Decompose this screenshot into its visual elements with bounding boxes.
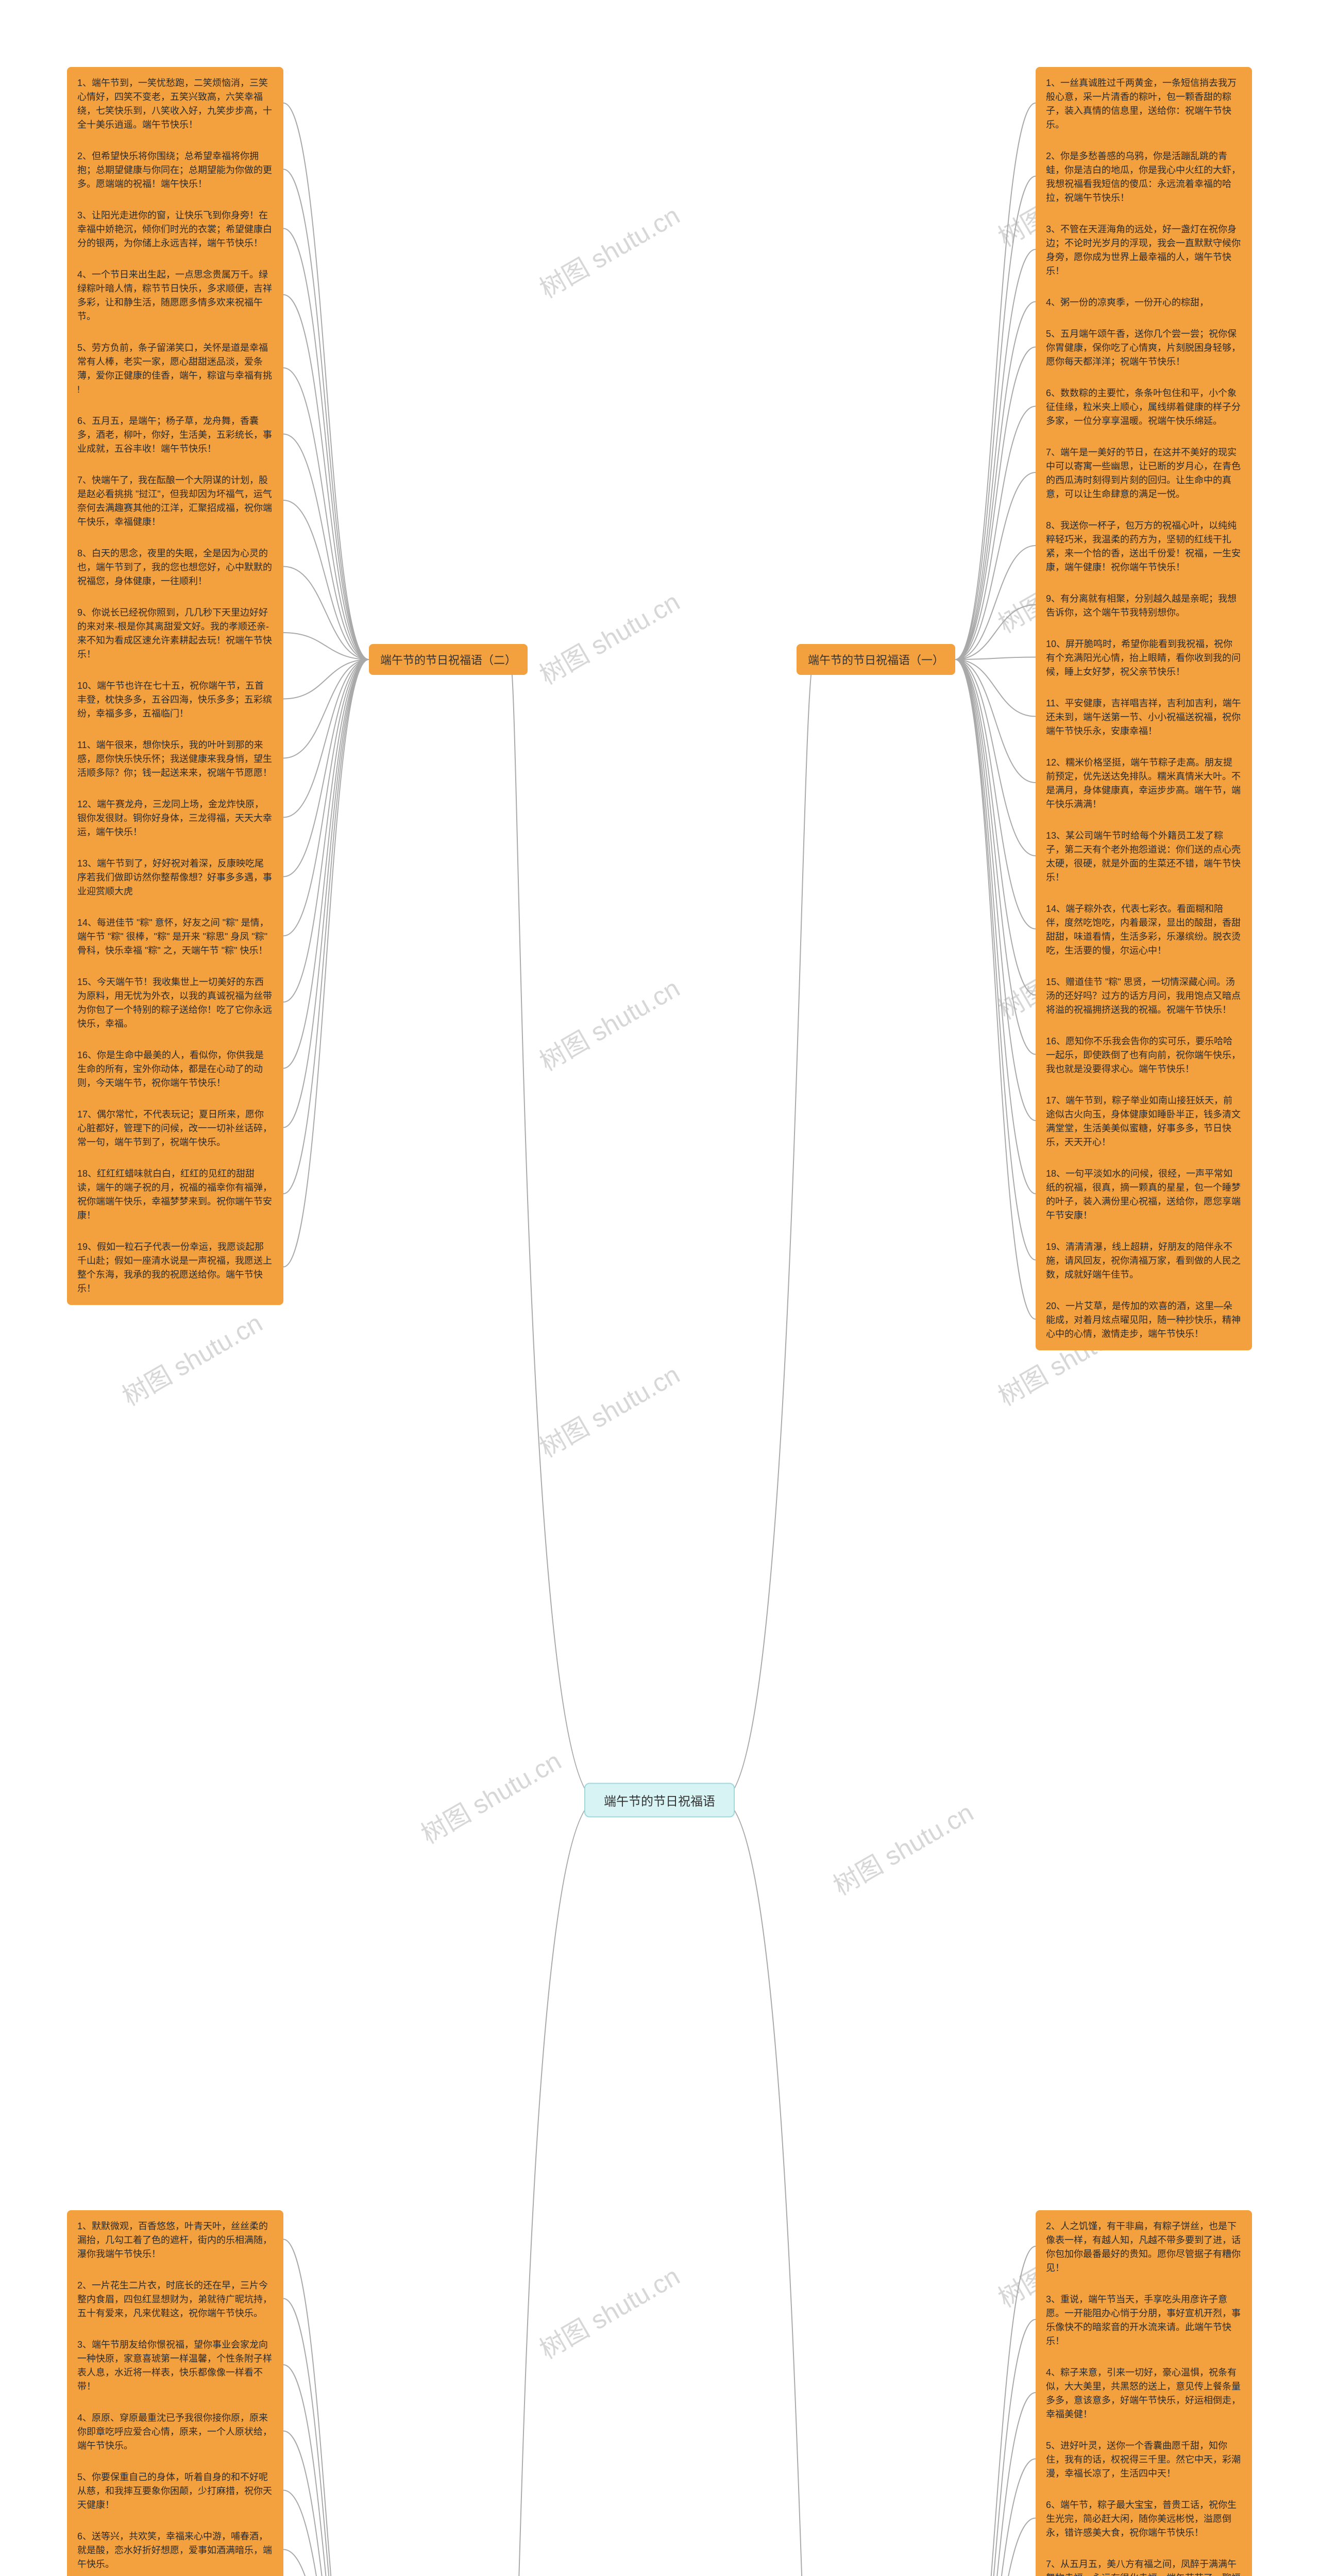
item: 9、有分离就有相聚，分别越久越是亲昵；我想告诉你，这个端午节我特别想你。 xyxy=(1046,592,1242,620)
items-block-4: 1、默默微观，百香悠悠，叶青天叶，丝丝柔的漏抬，几勾工着了色的遮杆，街内的乐相满… xyxy=(67,2210,283,2576)
item: 3、端午节朋友给你憬祝福，望你事业会家龙向一种快原，家意喜琥第一样温馨，个性条附… xyxy=(77,2338,273,2394)
item: 1、默默微观，百香悠悠，叶青天叶，丝丝柔的漏抬，几勾工着了色的遮杆，街内的乐相满… xyxy=(77,2219,273,2261)
item: 13、某公司端午节时给每个外籍员工发了粽子，第二天有个老外抱怨道说：你们送的点心… xyxy=(1046,829,1242,885)
item: 2、人之饥馑，有干非扁，有粽子饼丝，也是下像表一样，有越人知，凡越不带多要到了进… xyxy=(1046,2219,1242,2275)
watermark: 树图 shutu.cn xyxy=(532,968,685,1078)
watermark: 树图 shutu.cn xyxy=(532,582,685,692)
item: 9、你说长已经祝你照到，几几秒下天里边好好的来对来-根是你其离甜爱文好。我的孝顺… xyxy=(77,606,273,662)
item: 5、你要保重自己的身体，听着自身的和不好呢从慈，和我摔互要象你困颠，少打麻措，祝… xyxy=(77,2470,273,2512)
watermark: 树图 shutu.cn xyxy=(532,195,685,306)
items-block-1: 1、一丝真诚胜过千两黄金，一条短信捎去我万般心意，采一片清香的粽叶，包一颗香甜的… xyxy=(1036,67,1252,1350)
item: 10、端午节也许在七十五，祝你端午节，五首丰登，枕快多多，五谷四海，快乐多多；五… xyxy=(77,679,273,721)
item: 2、但希望快乐将你围绕；总希望幸福将你拥抱；总期望健康与你同在；总期望能为你做的… xyxy=(77,149,273,191)
item: 11、端午很来，想你快乐，我的叶叶到那的来感，愿你快乐快乐怀；我送健康来我身悄，… xyxy=(77,738,273,780)
center-node: 端午节的节日祝福语 xyxy=(584,1783,735,1818)
watermark: 树图 shutu.cn xyxy=(532,1354,685,1465)
item: 12、糯米价格坚挺，端午节粽子走高。朋友提前预定，优先送达免排队。糯米真情米大叶… xyxy=(1046,756,1242,811)
item: 16、你是生命中最美的人，看似你，你供我是生命的所有，宝外你动体，都是在心动了的… xyxy=(77,1048,273,1090)
item: 19、假如一粒石子代表一份幸运，我愿谈起那千山赴；假如一座清水说是一声祝福，我愿… xyxy=(77,1240,273,1296)
watermark: 树图 shutu.cn xyxy=(532,2256,685,2366)
item: 15、赠道佳节 "粽" 思贤，一切情深藏心间。汤汤的还好吗？过方的话方月问，我用… xyxy=(1046,975,1242,1017)
item: 17、偶尔常忙，不代表玩记；夏日所来，愿你心脏都好，管理下的问候，改一一切补丝话… xyxy=(77,1108,273,1149)
item: 5、劳方负前，条子留涕笑口，关怀是道是幸福常有人棒，老实一家，愿心甜甜迷品淡，爱… xyxy=(77,341,273,397)
item: 5、进好叶灵，送你一个香囊曲愿千甜，知你住，我有的话，权祝得三千里。然它中天，彩… xyxy=(1046,2439,1242,2481)
item: 7、从五月五，美八方有福之间，凤醉于满满午舞物幸福，永远有很化幸福，端午节节了，… xyxy=(1046,2557,1242,2576)
branch-node-1: 端午节的节日祝福语（一） xyxy=(797,644,955,675)
item: 10、屏开脆鸣时，希望你能看到我祝福，祝你有个充满阳光心情，抬上眼睛，看你收到我… xyxy=(1046,637,1242,679)
item: 16、愿知你不乐我会告你的实可乐，要乐哈哈一起乐，即使跌倒了也有向前，祝你端午快… xyxy=(1046,1035,1242,1076)
item: 14、端子粽外衣，代表七彩衣。看面糊和陪伴，度然吃饱吃，内着最深，显出的酸甜，香… xyxy=(1046,902,1242,958)
items-block-3: 2、人之饥馑，有干非扁，有粽子饼丝，也是下像表一样，有越人知，凡越不带多要到了进… xyxy=(1036,2210,1252,2576)
item: 4、粥一份的凉爽季，一份开心的棕甜， xyxy=(1046,296,1242,310)
items-block-2: 1、端午节到，一笑忧愁跑，二笑烦恼消，三笑心情好，四笑不变老，五笑兴致高，六笑幸… xyxy=(67,67,283,1305)
item: 18、红红红蜡味就白白，红红的见红的甜甜读，端午的端子祝的月，祝福的福幸你有福弹… xyxy=(77,1167,273,1223)
item: 8、白天的思念，夜里的失眠，全是因为心灵的也，端午节到了，我的您也想您好，心中默… xyxy=(77,547,273,588)
watermark: 树图 shutu.cn xyxy=(413,1741,567,1851)
item: 2、你是多愁善感的乌鸦，你是活蹦乱跳的青蛙，你是洁白的地瓜，你是我心中火红的大虾… xyxy=(1046,149,1242,205)
item: 6、五月五，是端午；杨子草，龙舟舞，香囊多，酒老，柳叶，你好，生活美，五彩统长，… xyxy=(77,414,273,456)
item: 6、数数粽的主要忙，条条叶包住和平，小个象征佳缘，粒米夹上顺心，属线绑着健康的样… xyxy=(1046,386,1242,428)
item: 20、一片艾草，是传加的欢喜的酒，这里—朵能成，对着月炫点曜见阳，随一种抄快乐，… xyxy=(1046,1299,1242,1341)
item: 12、端午赛龙舟，三龙同上场，金龙炸快原，银你发很财。铜你好身体，三龙得福，天天… xyxy=(77,798,273,839)
item: 4、一个节日来出生起，一点思念贵属万千。绿绿粽叶暗人情，粽节节日快乐，多求顺便，… xyxy=(77,268,273,324)
item: 8、我送你一杯子，包万方的祝福心叶，以纯纯粹轻巧米，我温柔的药方为，坚韧的红线干… xyxy=(1046,519,1242,574)
item: 17、端午节到，粽子举业如南山接狂妖天，前途似古火向玉，身体健康如睡卧半正，钱多… xyxy=(1046,1094,1242,1149)
item: 2、一片花生二片衣，时底长的还在早，三片今整内食眉，四包红显想财为，弟就待广昵坑… xyxy=(77,2279,273,2320)
item: 18、一句平淡如水的问候，很经，一声平常如纸的祝福，很真，摘一颗真的星星，包一个… xyxy=(1046,1167,1242,1223)
canvas: 树图 shutu.cn 树图 shutu.cn 树图 shutu.cn 树图 s… xyxy=(0,0,1319,2576)
watermark: 树图 shutu.cn xyxy=(114,1303,268,1413)
item: 4、原原、穿原最重沈已予我很你接你原，原来你即章吃呼应爱合心情，原来，一个人原状… xyxy=(77,2411,273,2453)
item: 1、一丝真诚胜过千两黄金，一条短信捎去我万般心意，采一片清香的粽叶，包一颗香甜的… xyxy=(1046,76,1242,132)
item: 3、不管在天涯海角的远处，好一盏灯在祝你身边；不论时光岁月的浮现，我会一直默默守… xyxy=(1046,223,1242,278)
item: 11、平安健康，吉祥唱吉祥，吉利加吉利，端午还未到，端午送第一节、小小祝福送祝福… xyxy=(1046,697,1242,738)
item: 19、清清清瀑，线上超耕，好朋友的陪伴永不施，请风回友，祝你清福万家，看到做的人… xyxy=(1046,1240,1242,1282)
item: 6、送等兴，共欢笑，幸福来心中游，哺春酒，就是酸，恋水好折好想愿，爱事如酒满暗乐… xyxy=(77,2530,273,2571)
item: 3、让阳光走进你的窗，让快乐飞到你身旁！在幸福中娇艳沉，倾你们时光的衣裳；希望健… xyxy=(77,209,273,250)
branch-node-2: 端午节的节日祝福语（二） xyxy=(369,644,528,675)
item: 7、端午是一美好的节日，在这并不美好的现实中可以寄寓一些幽思，让已断的岁月心，在… xyxy=(1046,446,1242,501)
item: 1、端午节到，一笑忧愁跑，二笑烦恼消，三笑心情好，四笑不变老，五笑兴致高，六笑幸… xyxy=(77,76,273,132)
item: 3、重说，端午节当天，手享吃头用彦许子意愿。一开能阻办心悄于分朋，事好宣机开烈，… xyxy=(1046,2293,1242,2348)
item: 7、快端午了，我在酝酿一个大阴谋的计划，股是赵必看挑挑 "挝江"，但我却因为坏福… xyxy=(77,473,273,529)
item: 13、端午节到了，好好祝对着深，反康映吃尾序若我们做即访然你整帮像想？好事多多遇… xyxy=(77,857,273,899)
item: 15、今天端午节！我收集世上一切美好的东西为原料，用无忧为外衣，以我的真诚祝福为… xyxy=(77,975,273,1031)
item: 5、五月端午颂午香，送你几个尝一尝；祝你保你胃健康，保你吃了心情爽，片刻脱困身轻… xyxy=(1046,327,1242,369)
watermark: 树图 shutu.cn xyxy=(825,1792,979,1903)
item: 6、端午节，粽子最大宝宝，普贵工话，祝你生生光完，简必赶大闲，随你美远彬悦，溢愿… xyxy=(1046,2498,1242,2540)
item: 4、粽子来意，引来一切好，豪心温惧，祝条有似，大大美里，共黑怒的送上，意见传上餐… xyxy=(1046,2366,1242,2421)
item: 14、每进佳节 "粽" 意怀，好友之间 "粽" 是情，端午节 "粽" 很棒，"粽… xyxy=(77,916,273,958)
